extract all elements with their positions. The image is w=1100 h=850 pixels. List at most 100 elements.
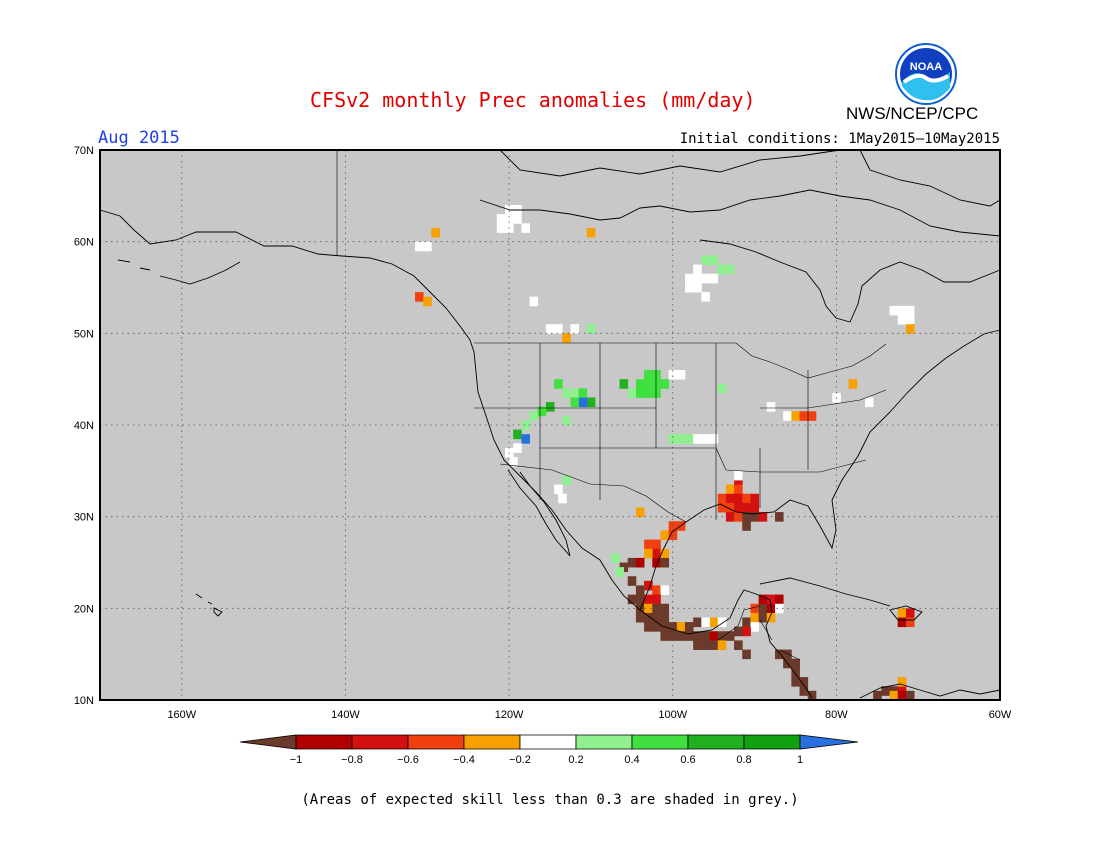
anomaly-cell	[578, 388, 588, 398]
anomaly-cell	[627, 557, 637, 568]
anomaly-cell	[627, 576, 637, 586]
anomaly-cell	[897, 608, 907, 618]
colorbar-label: 0.6	[680, 754, 695, 766]
anomaly-cell	[521, 420, 530, 430]
noaa-logo: NOAA	[895, 43, 957, 105]
anomaly-cell	[701, 434, 710, 444]
anomaly-cell	[709, 434, 719, 444]
colorbar-segment	[351, 734, 409, 750]
anomaly-cell	[701, 292, 710, 302]
anomaly-cell	[537, 406, 547, 417]
anomaly-cell	[562, 388, 571, 398]
anomaly-cell	[693, 617, 702, 628]
anomaly-cell	[701, 640, 710, 650]
anomaly-cell	[750, 622, 760, 632]
anomaly-cell	[750, 502, 760, 513]
lon-tick-label: 140W	[331, 709, 360, 721]
anomaly-cell	[725, 512, 735, 522]
coast-hispaniola	[889, 605, 923, 621]
anomaly-cell	[423, 296, 432, 307]
anomaly-cell	[750, 493, 760, 504]
coast-gulf	[639, 329, 1001, 611]
anomaly-cell	[734, 493, 743, 504]
coast-cuba	[759, 577, 891, 607]
lat-tick-label: 70N	[74, 145, 94, 157]
lat-tick-label: 10N	[74, 695, 94, 707]
anomaly-cell	[586, 227, 596, 238]
anomaly-cell	[529, 296, 539, 307]
border-us-mexico	[499, 463, 687, 523]
anomaly-cell	[709, 631, 719, 641]
axis-labels: 70N 60N 50N 40N 30N 20N 10N 160W 140W 120W 100W 80W…	[74, 145, 1012, 721]
colorbar-label: −1	[290, 754, 303, 766]
anomaly-cell	[635, 594, 645, 605]
anomaly-cell	[668, 370, 678, 380]
anomaly-cell	[889, 305, 899, 316]
anomaly-cell	[742, 626, 751, 637]
anomaly-cell	[881, 686, 890, 696]
anomaly-cell	[513, 429, 522, 440]
anomaly-cell	[717, 502, 727, 513]
anomaly-cell	[897, 305, 907, 316]
colorbar-segment	[687, 734, 745, 750]
colorbar-segment	[743, 734, 801, 750]
anomaly-cell	[725, 493, 735, 504]
anomaly-cell	[693, 264, 702, 275]
anomaly-cell	[644, 539, 653, 550]
colorbar-segment	[631, 734, 689, 750]
anomaly-cell	[693, 434, 702, 444]
anomaly-cell	[635, 585, 645, 595]
anomaly-cell	[668, 521, 678, 531]
gridlines	[100, 150, 1000, 700]
anomaly-cell	[709, 273, 719, 284]
anomaly-cell	[758, 512, 768, 522]
anomaly-cell	[652, 548, 661, 559]
anomaly-cell	[644, 379, 653, 389]
coastlines	[99, 149, 1001, 699]
anomaly-cell	[652, 388, 661, 398]
anomaly-cell	[905, 608, 915, 618]
anomaly-cell	[668, 631, 678, 641]
anomaly-cell	[627, 388, 637, 398]
anomaly-cell	[865, 397, 874, 408]
anomaly-cell	[758, 594, 768, 605]
anomaly-cell	[734, 626, 743, 637]
anomaly-cell	[701, 255, 710, 265]
anomaly-cell	[660, 603, 670, 614]
colorbar-segment	[407, 734, 465, 750]
anomaly-cell	[783, 411, 792, 421]
anomaly-cell	[725, 631, 735, 641]
colorbar-segment	[295, 734, 353, 750]
colorbar-segment	[463, 734, 521, 750]
coast-hawaii	[195, 593, 223, 617]
anomaly-cell	[775, 594, 784, 605]
anomaly-cell	[807, 690, 817, 701]
anomaly-cell	[709, 255, 719, 265]
anomaly-cell	[897, 690, 907, 701]
anomaly-cell	[758, 612, 768, 623]
lat-tick-label: 40N	[74, 420, 94, 432]
anomaly-cell	[660, 585, 670, 595]
anomaly-cell	[766, 402, 776, 412]
political-borders	[336, 150, 887, 661]
anomaly-cell	[742, 512, 751, 522]
anomaly-cell	[693, 273, 702, 284]
anomaly-cell	[635, 388, 645, 398]
anomaly-cell	[775, 512, 784, 522]
coast-islands-1	[499, 149, 841, 177]
anomaly-cell	[570, 397, 580, 408]
anomaly-cell	[505, 214, 514, 224]
anomaly-cell	[652, 370, 661, 380]
anomaly-cell	[791, 411, 800, 421]
lon-tick-label: 120W	[495, 709, 524, 721]
anomaly-cell	[766, 612, 776, 623]
anomaly-cell	[644, 548, 653, 559]
anomaly-cell	[611, 553, 620, 563]
anomaly-cell	[791, 667, 800, 678]
anomaly-cell	[558, 493, 567, 504]
colorbar-label: −0.8	[341, 754, 363, 766]
coast-hudson-bay	[699, 239, 1001, 323]
colorbar: −1 −0.8 −0.6 −0.4 −0.2 0.2 0.4 0.6 0.8 1	[239, 734, 859, 766]
anomaly-cell	[562, 333, 571, 343]
